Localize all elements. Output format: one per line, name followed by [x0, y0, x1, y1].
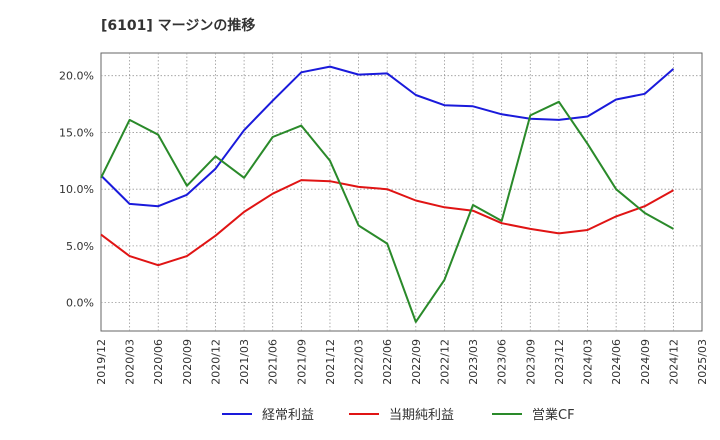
x-tick-label: 2023/03	[467, 339, 480, 385]
legend: 経常利益 当期純利益 営業CF	[222, 407, 575, 423]
x-tick-label: 2019/12	[95, 339, 108, 385]
x-tick-label: 2024/06	[610, 339, 623, 385]
legend-label-1: 経常利益	[262, 408, 314, 423]
x-tick-label: 2020/06	[152, 339, 165, 385]
legend-label-2: 当期純利益	[389, 408, 454, 423]
series-lines	[100, 65, 675, 323]
x-tick-label: 2022/03	[353, 339, 366, 385]
x-tick-label: 2024/12	[667, 339, 680, 385]
x-tick-label: 2021/06	[267, 339, 280, 385]
y-tick-label: 10.0%	[59, 183, 94, 196]
y-axis: 0.0% 5.0% 10.0% 15.0% 20.0%	[59, 70, 94, 310]
x-tick-label: 2020/03	[124, 339, 137, 385]
x-tick-label: 2023/06	[496, 339, 509, 385]
x-tick-label: 2021/12	[324, 339, 337, 385]
x-tick-label: 2025/03	[696, 339, 709, 385]
x-tick-label: 2023/12	[553, 339, 566, 385]
x-tick-label: 2022/12	[438, 339, 451, 385]
series-line-1	[100, 65, 675, 208]
x-tick-label: 2020/12	[209, 339, 222, 385]
x-tick-label: 2022/06	[381, 339, 394, 385]
x-tick-label: 2021/03	[238, 339, 251, 385]
x-tick-label: 2024/09	[639, 339, 652, 385]
grid-lines	[101, 53, 702, 331]
legend-label-3: 営業CF	[532, 407, 575, 423]
y-tick-label: 0.0%	[66, 297, 94, 310]
y-tick-label: 5.0%	[66, 240, 94, 253]
x-axis: 2019/12 2020/03 2020/06 2020/09 2020/12 2021/…	[95, 339, 709, 385]
x-tick-label: 2023/09	[524, 339, 537, 385]
y-tick-label: 20.0%	[59, 70, 94, 83]
x-tick-label: 2020/09	[181, 339, 194, 385]
series-line-2	[100, 179, 674, 267]
x-tick-label: 2021/09	[295, 339, 308, 385]
series-line-3	[100, 100, 674, 323]
x-tick-label: 2022/09	[410, 339, 423, 385]
x-tick-label: 2024/03	[582, 339, 595, 385]
y-tick-label: 15.0%	[59, 126, 94, 139]
chart-title: [6101] マージンの推移	[101, 17, 255, 34]
